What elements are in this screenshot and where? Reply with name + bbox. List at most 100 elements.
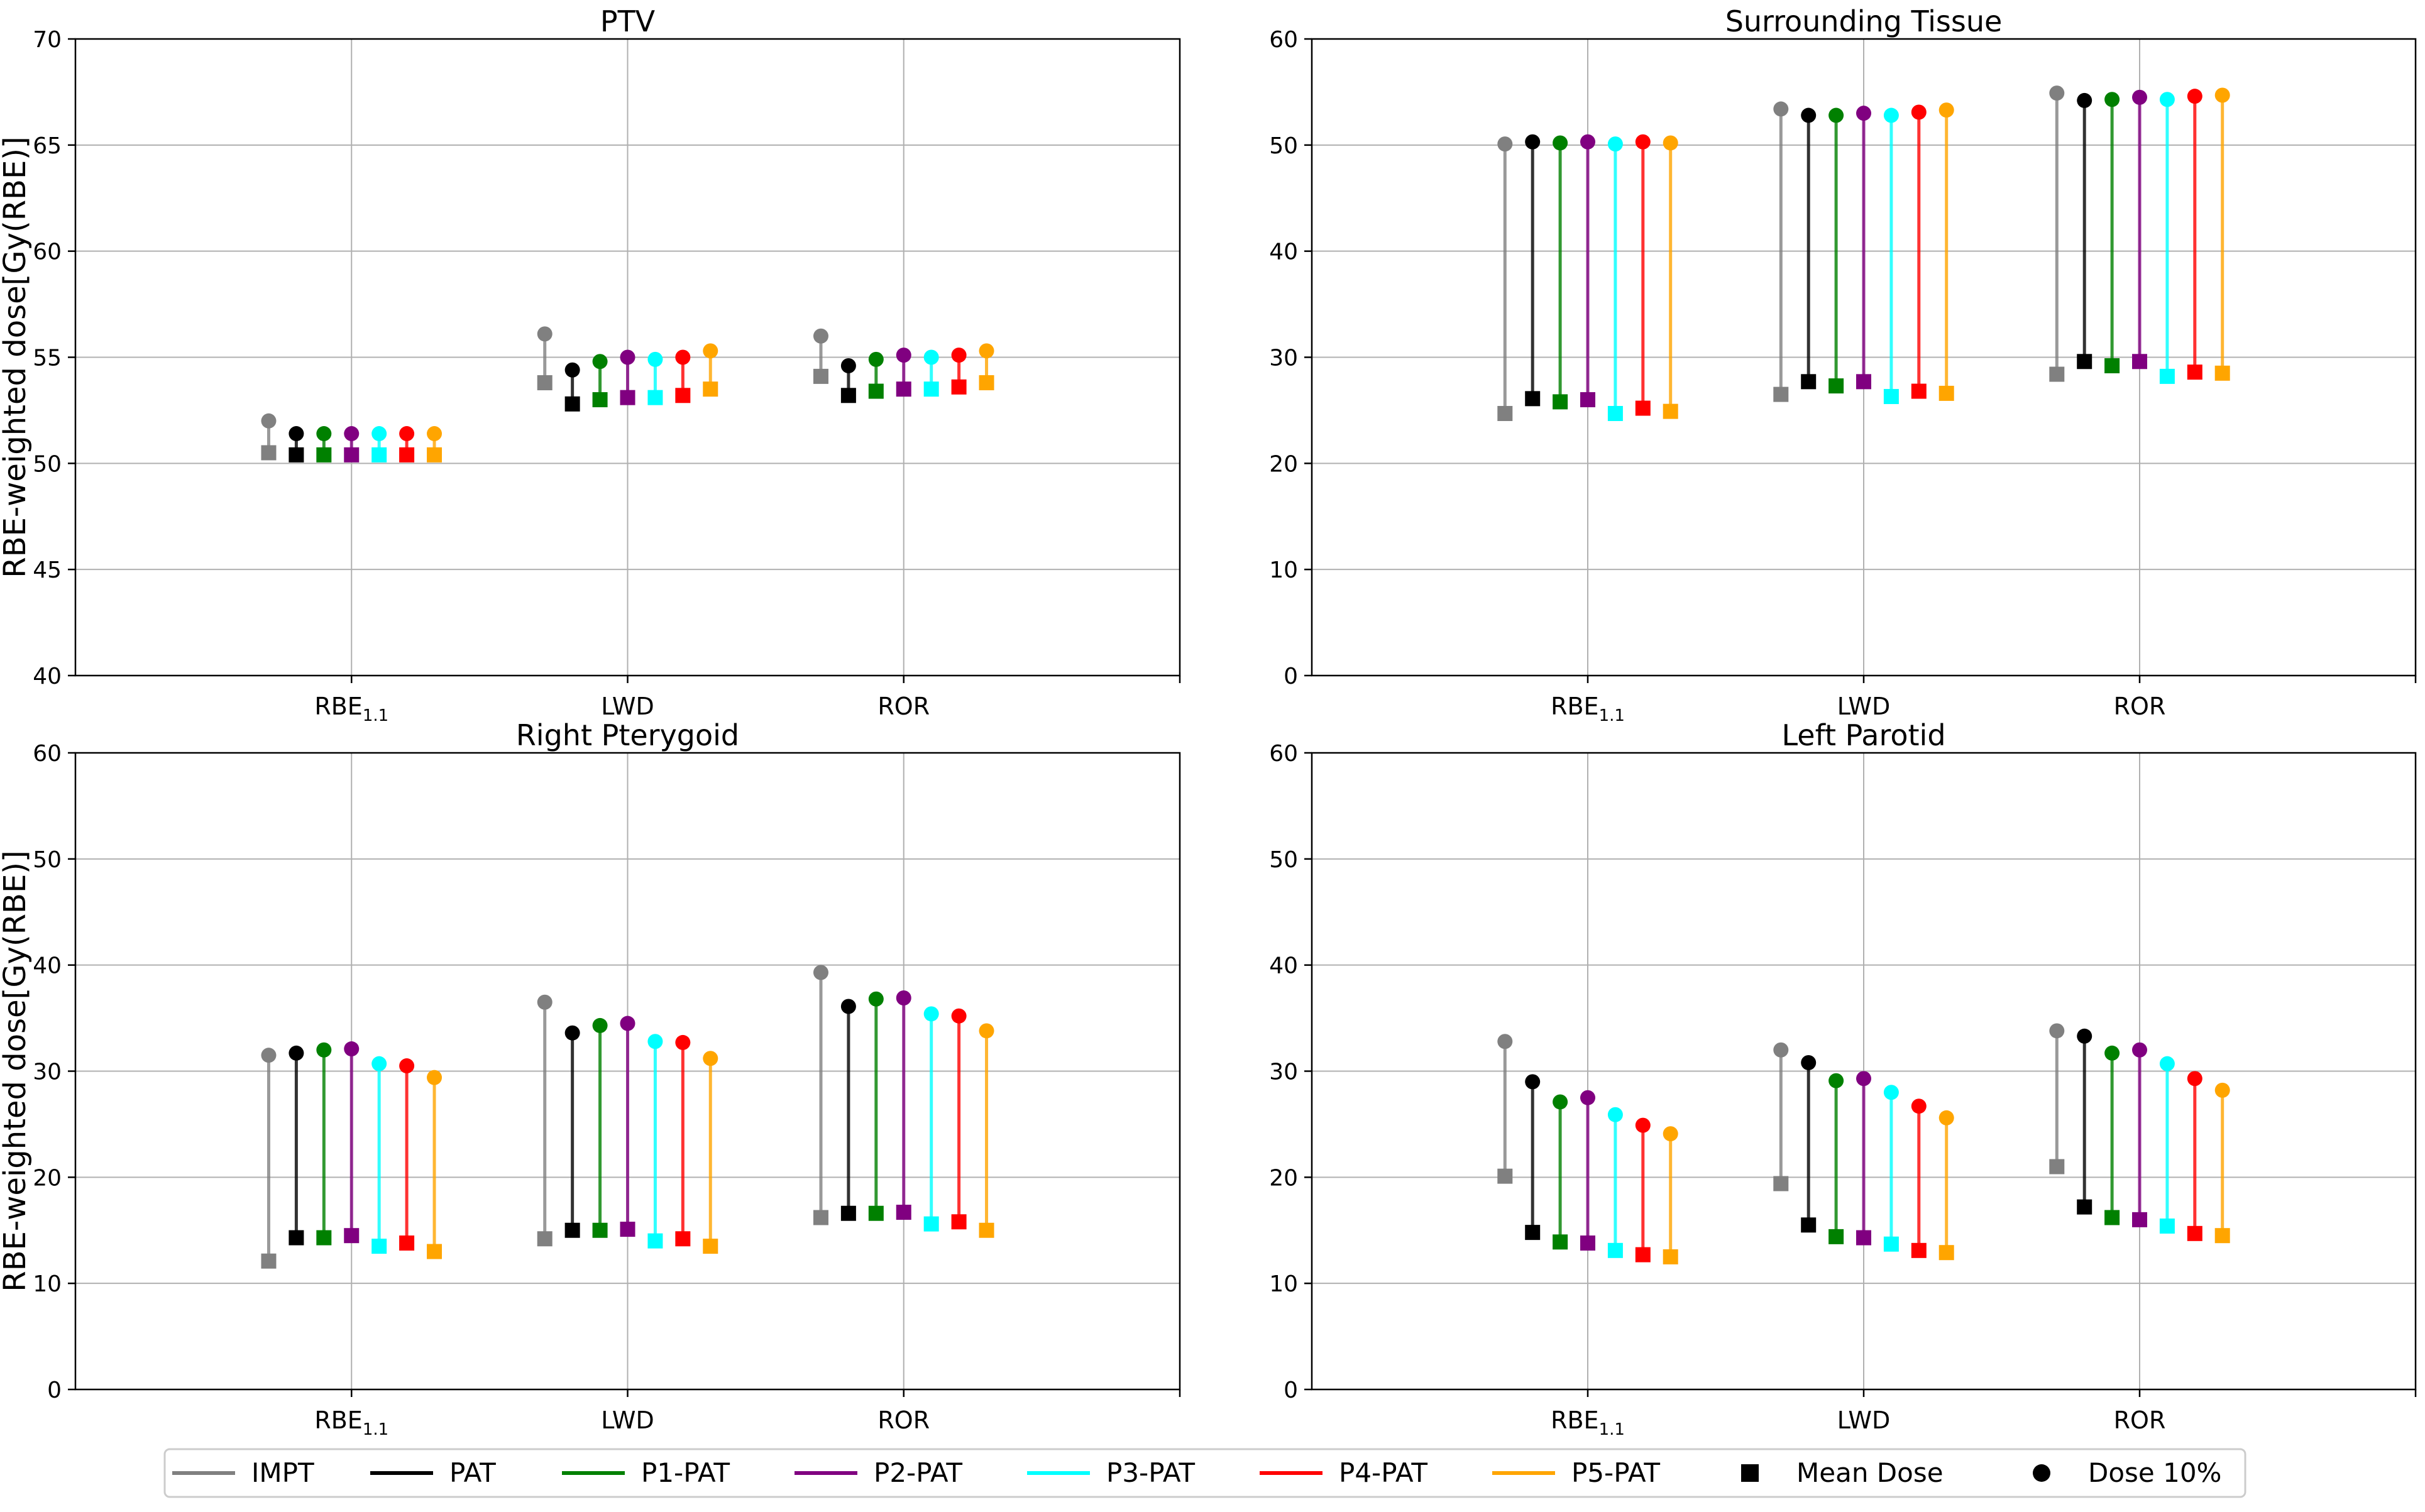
x-tick-label: ROR xyxy=(2114,693,2166,720)
mean-dose-marker xyxy=(537,1231,553,1247)
dose10-marker xyxy=(1856,1071,1871,1087)
dose10-marker xyxy=(647,1034,663,1049)
mean-dose-marker xyxy=(2049,366,2065,382)
dose10-marker xyxy=(2159,92,2175,107)
dose10-marker xyxy=(1663,135,1678,151)
mean-dose-marker xyxy=(316,1230,332,1246)
dose10-marker xyxy=(1828,1073,1844,1088)
y-axis-label: RBE-weighted dose[Gy(RBE)] xyxy=(0,850,33,1292)
dose10-marker xyxy=(2187,1071,2202,1087)
dose10-marker xyxy=(647,351,663,367)
dose10-marker xyxy=(316,426,332,442)
y-tick-label: 20 xyxy=(1269,451,1298,477)
mean-dose-marker xyxy=(2049,1159,2065,1175)
y-tick-label: 30 xyxy=(1269,1060,1298,1085)
mean-dose-marker xyxy=(813,368,828,384)
mean-dose-marker xyxy=(923,1216,939,1232)
legend-d10-marker xyxy=(2033,1464,2050,1482)
mean-dose-marker xyxy=(1938,1245,1954,1261)
dose10-marker xyxy=(289,1045,304,1061)
mean-dose-marker xyxy=(261,445,277,461)
mean-dose-marker xyxy=(344,1228,360,1244)
dose10-marker xyxy=(261,1048,277,1063)
mean-dose-marker xyxy=(1801,1217,1817,1233)
y-tick-label: 70 xyxy=(33,27,62,53)
dose10-marker xyxy=(564,1025,580,1041)
dose10-marker xyxy=(344,1041,360,1057)
dose10-marker xyxy=(896,348,911,363)
legend-label: Mean Dose xyxy=(1796,1457,1944,1488)
dose10-marker xyxy=(620,349,635,365)
panel-0: 40 45 50 55 60 65 70 RBE1.1 LWD ROR PTV xyxy=(33,4,1181,725)
dose10-marker xyxy=(2104,92,2120,107)
mean-dose-marker xyxy=(1663,403,1678,419)
dose10-marker xyxy=(675,349,691,365)
x-tick-label: LWD xyxy=(601,1406,654,1434)
x-tick-label: LWD xyxy=(601,693,654,720)
mean-dose-marker xyxy=(1635,1247,1651,1263)
y-tick-label: 45 xyxy=(33,557,62,583)
mean-dose-marker xyxy=(399,447,415,463)
mean-dose-marker xyxy=(1497,1168,1513,1184)
mean-dose-marker xyxy=(261,1253,277,1269)
mean-dose-marker xyxy=(537,375,553,391)
mean-dose-marker xyxy=(592,1222,608,1238)
dose10-marker xyxy=(675,1034,691,1050)
dose10-marker xyxy=(1635,134,1651,150)
y-tick-label: 60 xyxy=(33,239,62,265)
panel-2: 0 10 20 30 40 50 60 RBE1.1 LWD ROR Right Pterygoid xyxy=(33,718,1181,1439)
legend-label: P5-PAT xyxy=(1571,1457,1660,1488)
mean-dose-marker xyxy=(289,447,304,463)
legend-label: IMPT xyxy=(251,1457,314,1488)
dose10-marker xyxy=(840,358,856,374)
dose10-marker xyxy=(896,990,911,1006)
x-tick-label: ROR xyxy=(877,1406,930,1434)
x-tick-label: ROR xyxy=(2114,1406,2166,1434)
mean-dose-marker xyxy=(979,375,994,391)
dose10-marker xyxy=(316,1042,332,1058)
mean-dose-marker xyxy=(2187,1225,2202,1241)
mean-dose-marker xyxy=(564,1222,580,1238)
mean-dose-marker xyxy=(1525,391,1541,407)
dose10-marker xyxy=(703,343,718,359)
mean-dose-marker xyxy=(896,1205,911,1220)
dose10-marker xyxy=(868,351,884,367)
dose10-marker xyxy=(1828,107,1844,123)
dose10-marker xyxy=(979,343,994,359)
dose10-marker xyxy=(2214,1082,2230,1098)
dose10-marker xyxy=(1525,1074,1541,1090)
mean-dose-marker xyxy=(1607,1242,1623,1258)
y-tick-label: 55 xyxy=(33,346,62,371)
y-tick-label: 20 xyxy=(33,1165,62,1191)
dose10-marker xyxy=(1801,107,1817,123)
legend-label: P1-PAT xyxy=(641,1457,730,1488)
x-tick-label: RBE1.1 xyxy=(1551,693,1625,725)
dose10-marker xyxy=(1607,1107,1623,1122)
mean-dose-marker xyxy=(620,1222,635,1237)
dose10-marker xyxy=(951,348,967,363)
mean-dose-marker xyxy=(2077,354,2092,370)
dose10-marker xyxy=(427,426,443,442)
mean-dose-marker xyxy=(1607,405,1623,421)
mean-dose-marker xyxy=(2159,368,2175,384)
dose10-marker xyxy=(564,362,580,378)
mean-dose-marker xyxy=(1938,385,1954,401)
legend-label: P4-PAT xyxy=(1339,1457,1427,1488)
dose10-marker xyxy=(1525,134,1541,150)
mean-dose-marker xyxy=(951,379,967,395)
mean-dose-marker xyxy=(1856,374,1871,390)
y-tick-label: 10 xyxy=(33,1271,62,1297)
mean-dose-marker xyxy=(620,390,635,405)
y-tick-label: 30 xyxy=(1269,346,1298,371)
dose10-marker xyxy=(1607,136,1623,152)
dose10-marker xyxy=(1911,1098,1927,1114)
x-tick-label: ROR xyxy=(877,693,930,720)
y-tick-label: 50 xyxy=(33,847,62,873)
y-axis-label: RBE-weighted dose[Gy(RBE)] xyxy=(0,136,33,578)
mean-dose-marker xyxy=(2077,1199,2092,1215)
mean-dose-marker xyxy=(289,1230,304,1246)
y-tick-label: 10 xyxy=(1269,1271,1298,1297)
dose10-marker xyxy=(1553,135,1568,151)
y-tick-label: 0 xyxy=(47,1378,62,1403)
